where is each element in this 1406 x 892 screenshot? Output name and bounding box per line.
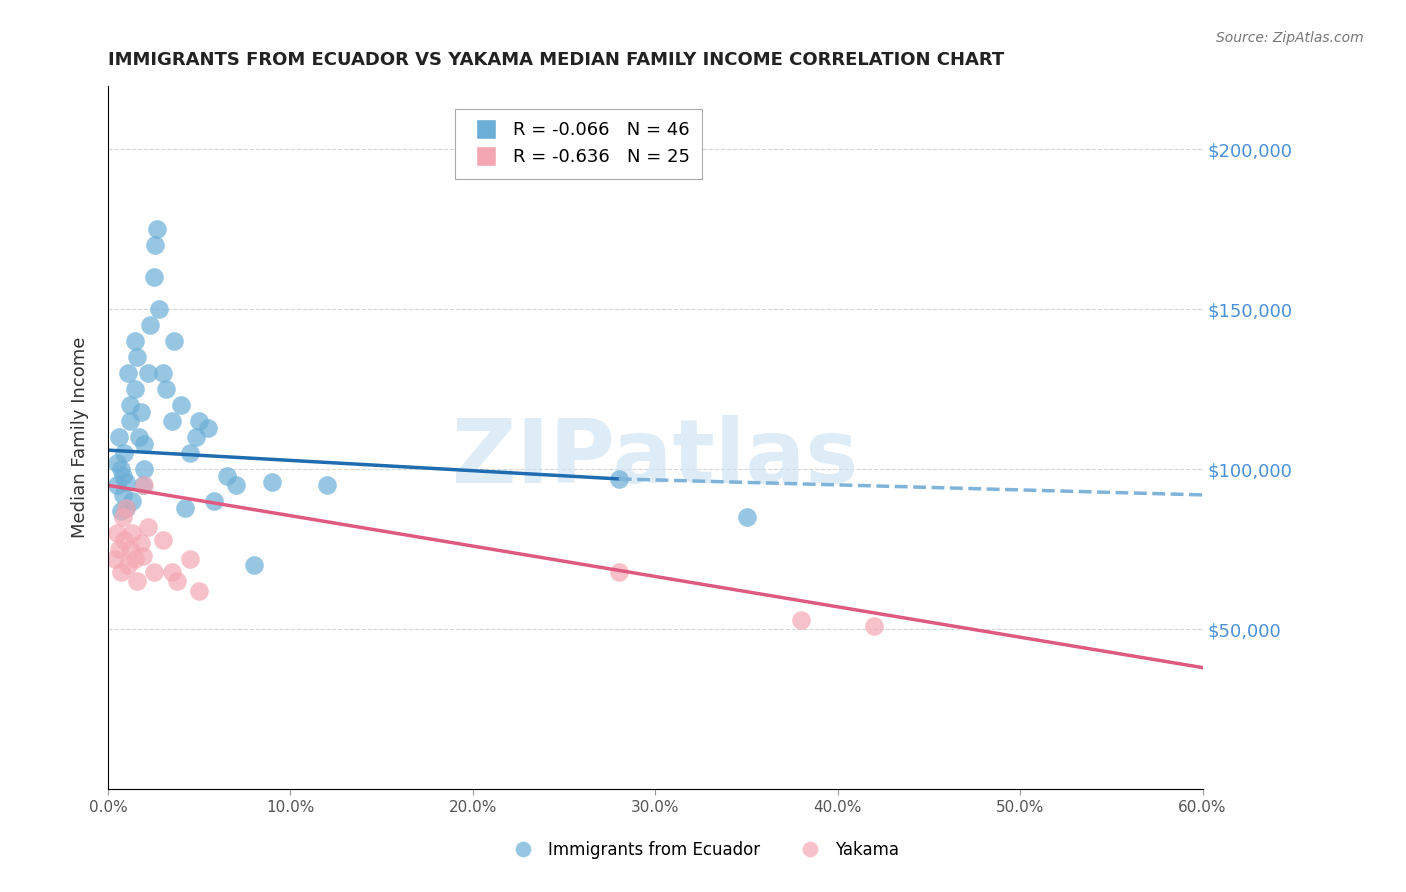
Point <box>215 468 238 483</box>
Point <box>316 478 339 492</box>
Point <box>607 472 630 486</box>
Point <box>127 574 149 589</box>
Point <box>197 421 219 435</box>
Point <box>863 619 886 633</box>
Text: IMMIGRANTS FROM ECUADOR VS YAKAMA MEDIAN FAMILY INCOME CORRELATION CHART: IMMIGRANTS FROM ECUADOR VS YAKAMA MEDIAN… <box>108 51 1004 69</box>
Point <box>136 520 159 534</box>
Point <box>111 488 134 502</box>
Point <box>129 405 152 419</box>
Point <box>115 500 138 515</box>
Point <box>115 475 138 489</box>
Point <box>118 398 141 412</box>
Point <box>111 468 134 483</box>
Point <box>110 565 132 579</box>
Point <box>110 504 132 518</box>
Point <box>128 430 150 444</box>
Point <box>166 574 188 589</box>
Point <box>131 549 153 563</box>
Point <box>105 526 128 541</box>
Point <box>152 367 174 381</box>
Point <box>131 478 153 492</box>
Point <box>121 526 143 541</box>
Point <box>117 367 139 381</box>
Point <box>142 565 165 579</box>
Point <box>134 436 156 450</box>
Point <box>607 565 630 579</box>
Point <box>104 552 127 566</box>
Point <box>160 565 183 579</box>
Point <box>262 475 284 489</box>
Legend: Immigrants from Ecuador, Yakama: Immigrants from Ecuador, Yakama <box>501 835 905 866</box>
Point <box>110 462 132 476</box>
Point <box>136 367 159 381</box>
Point <box>173 500 195 515</box>
Point <box>112 533 135 547</box>
Point <box>105 478 128 492</box>
Point <box>124 552 146 566</box>
Point <box>117 558 139 573</box>
Point <box>179 552 201 566</box>
Point <box>170 398 193 412</box>
Point <box>225 478 247 492</box>
Point <box>202 494 225 508</box>
Point <box>127 351 149 365</box>
Point <box>134 462 156 476</box>
Point <box>152 533 174 547</box>
Point <box>142 270 165 285</box>
Legend: R = -0.066   N = 46, R = -0.636   N = 25: R = -0.066 N = 46, R = -0.636 N = 25 <box>456 109 703 179</box>
Point <box>146 222 169 236</box>
Text: Source: ZipAtlas.com: Source: ZipAtlas.com <box>1216 31 1364 45</box>
Text: ZIPatlas: ZIPatlas <box>453 415 859 502</box>
Point <box>129 536 152 550</box>
Point <box>188 583 211 598</box>
Point <box>121 494 143 508</box>
Y-axis label: Median Family Income: Median Family Income <box>72 336 89 538</box>
Point <box>155 382 177 396</box>
Point <box>179 446 201 460</box>
Point <box>184 430 207 444</box>
Point <box>115 500 138 515</box>
Point <box>188 414 211 428</box>
Point <box>134 478 156 492</box>
Point <box>160 414 183 428</box>
Point <box>124 334 146 349</box>
Point <box>118 414 141 428</box>
Point <box>124 382 146 396</box>
Point <box>163 334 186 349</box>
Point <box>108 542 131 557</box>
Point <box>118 542 141 557</box>
Point <box>111 510 134 524</box>
Point <box>790 613 813 627</box>
Point <box>243 558 266 573</box>
Point <box>139 318 162 333</box>
Point <box>735 510 758 524</box>
Point <box>145 238 167 252</box>
Point <box>105 456 128 470</box>
Point <box>108 430 131 444</box>
Point <box>148 302 170 317</box>
Point <box>112 446 135 460</box>
